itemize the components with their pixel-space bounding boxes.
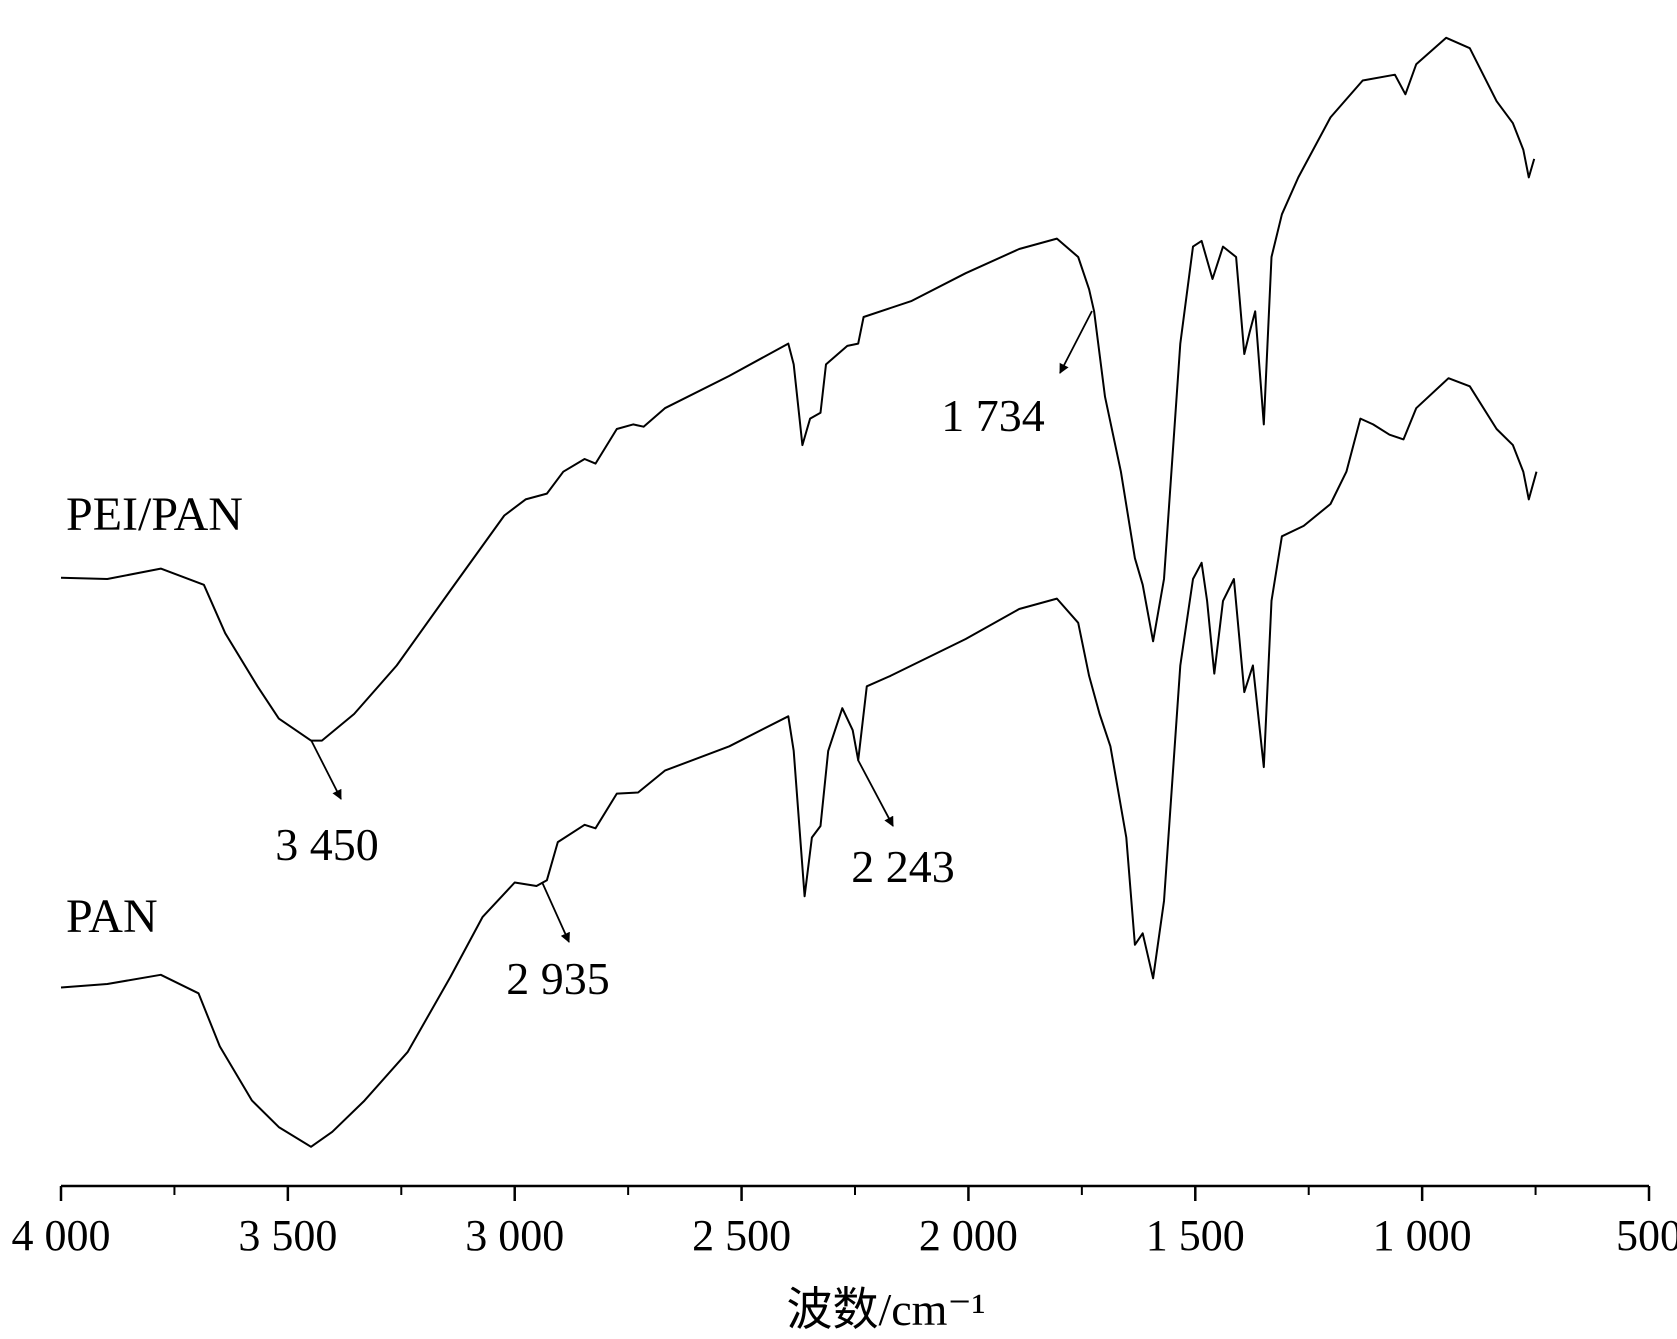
series-line [60,377,1538,1148]
annotation-arrow [857,759,894,827]
annotation: 2 935 [506,953,610,1004]
x-tick-label: 2 500 [692,1211,791,1260]
annotation-arrow [310,739,342,800]
x-tick-label: 4 000 [12,1211,111,1260]
x-tick-label: 3 500 [238,1211,337,1260]
annotation: 2 243 [851,841,955,892]
series-label: PAN [66,890,158,943]
annotation: 1 734 [941,390,1045,441]
x-tick-label: 1 000 [1373,1211,1472,1260]
annotation-arrow [541,881,570,943]
annotation: 3 450 [275,819,379,870]
x-axis-title: 波数/cm⁻¹ [786,1284,985,1335]
series-label: PEI/PAN [66,488,243,541]
x-tick-label: 1 500 [1146,1211,1245,1260]
x-tick-label: 2 000 [919,1211,1018,1260]
x-tick-label: 3 000 [465,1211,564,1260]
x-tick-label: 500 [1616,1211,1677,1260]
annotation-arrow [1059,310,1093,374]
series-line [60,36,1536,742]
